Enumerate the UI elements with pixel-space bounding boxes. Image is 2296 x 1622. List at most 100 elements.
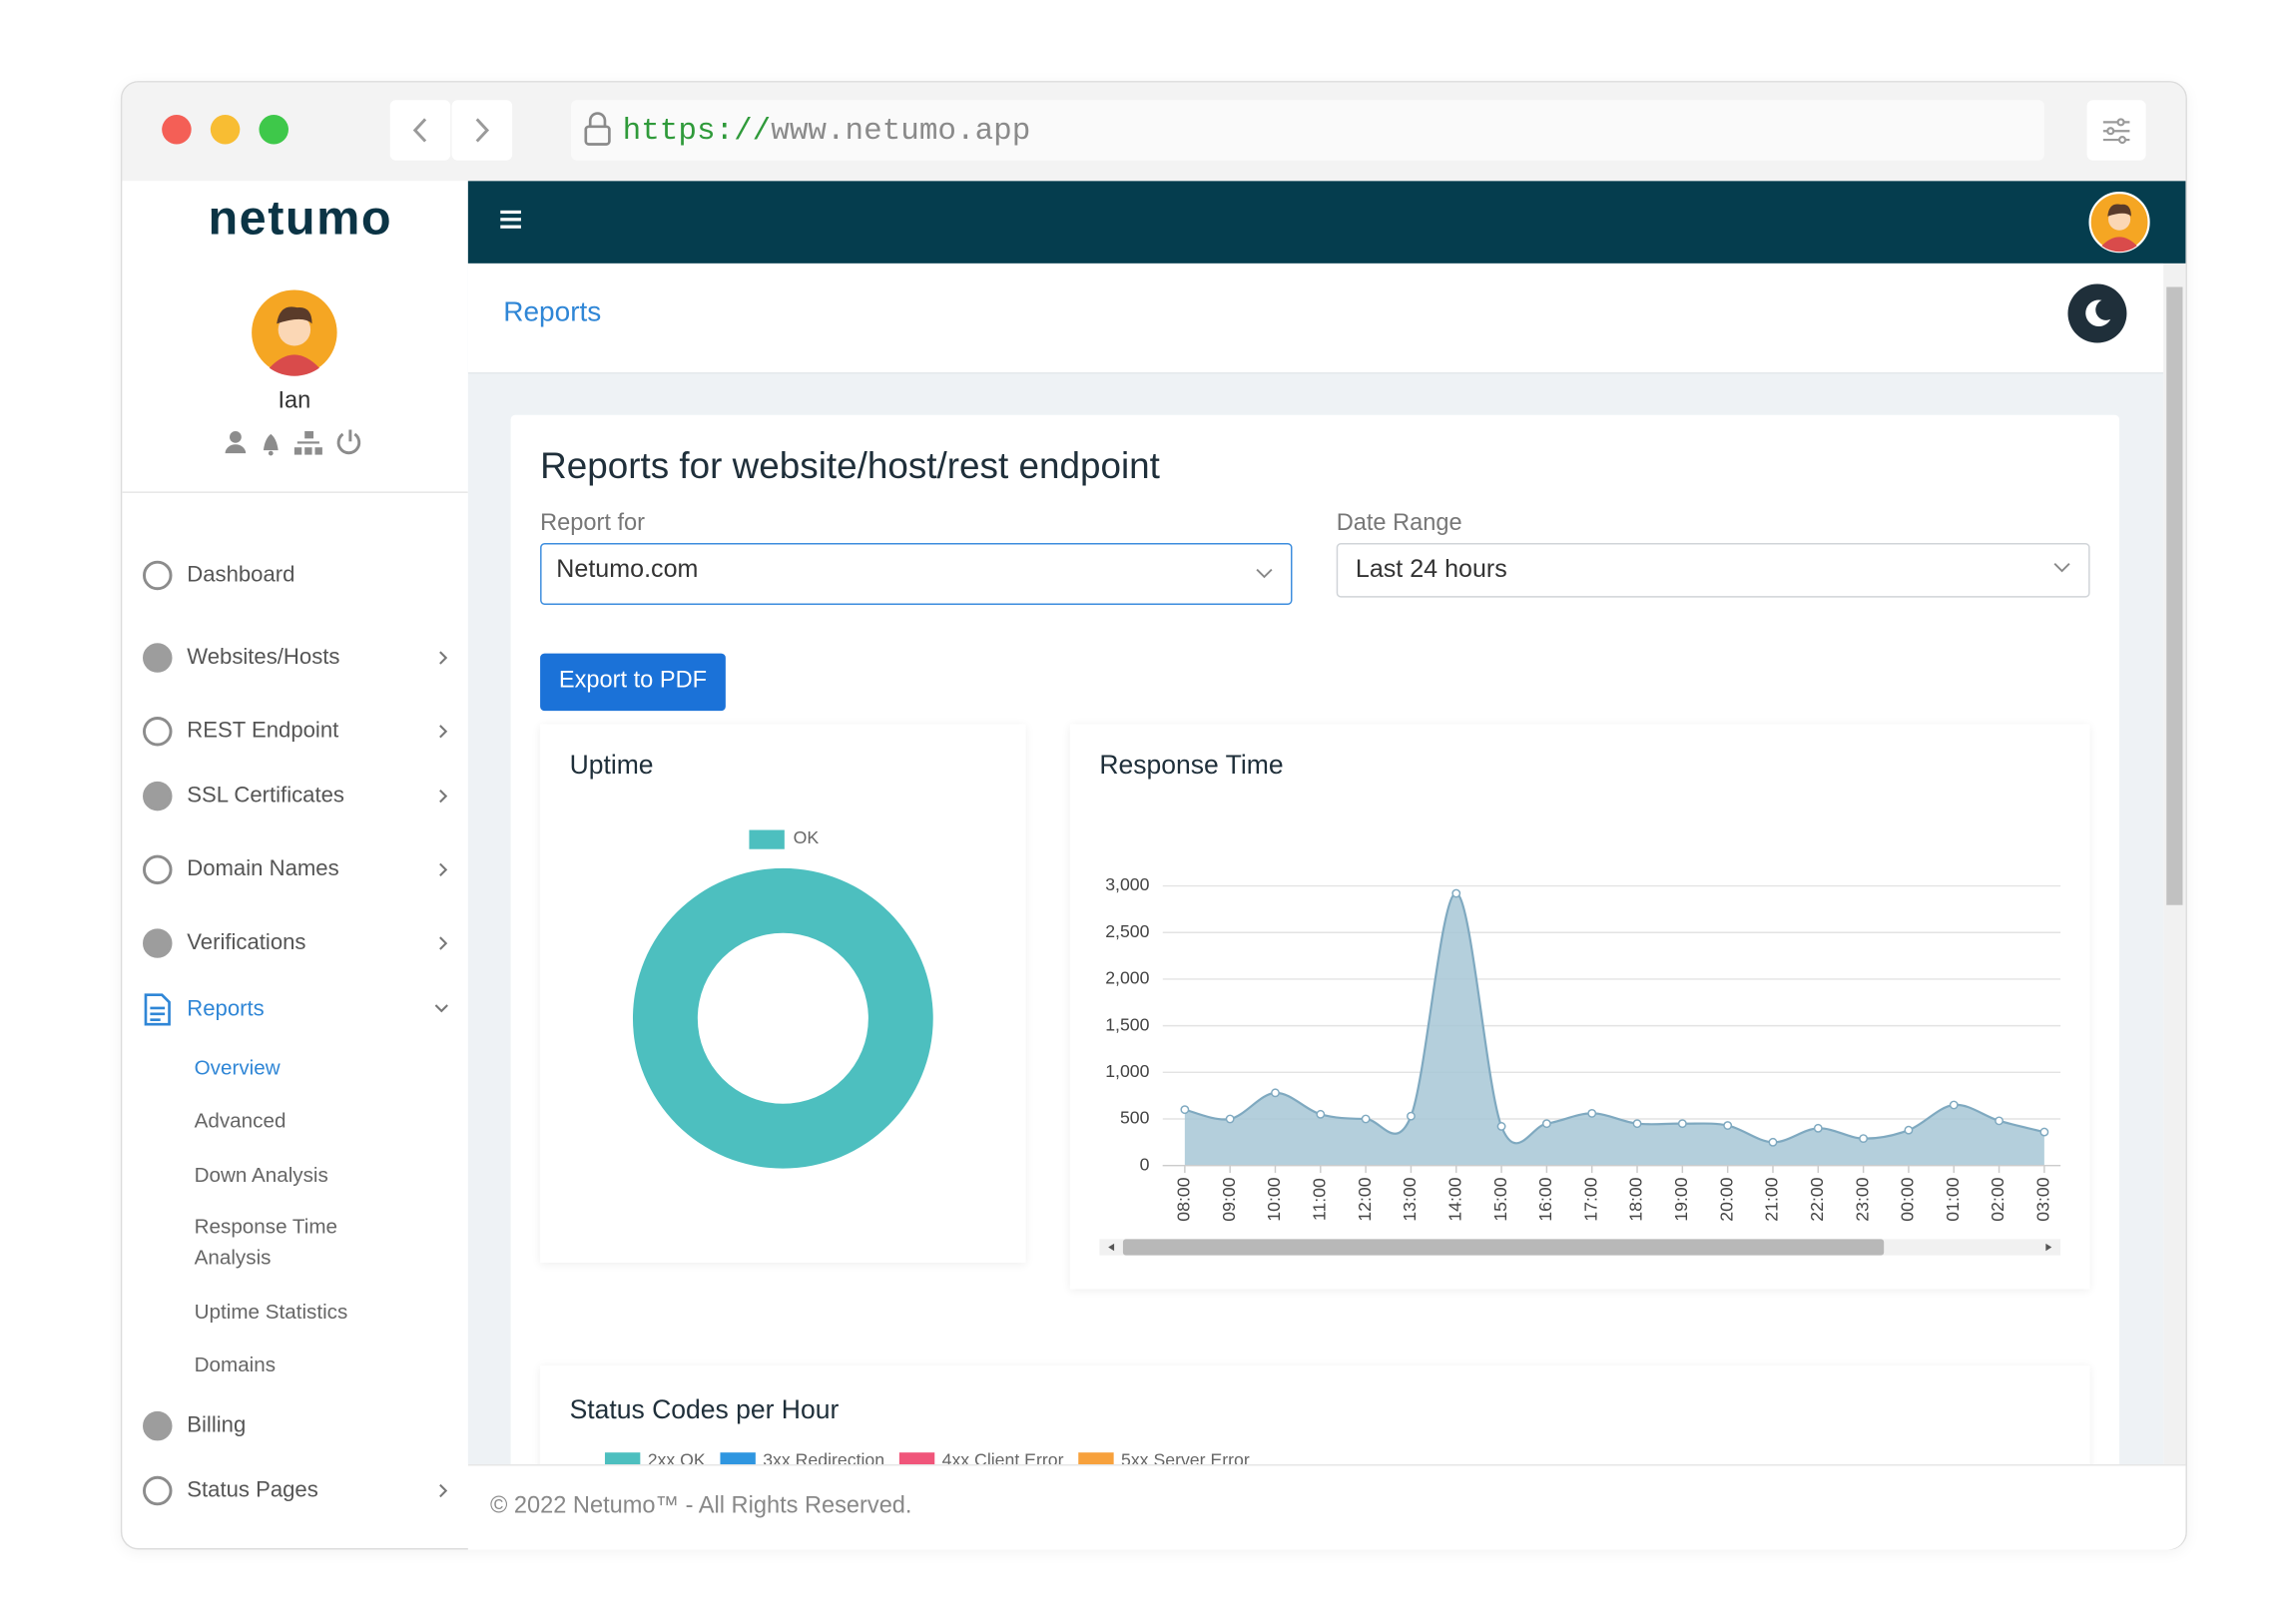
browser-chrome: https://www.netumo.app bbox=[162, 100, 2146, 161]
logout-icon[interactable] bbox=[336, 429, 361, 455]
nav-icon bbox=[143, 717, 173, 747]
breadcrumb-bar bbox=[467, 263, 2164, 374]
forward-icon bbox=[475, 118, 490, 143]
legend-label: OK bbox=[794, 827, 820, 847]
x-tick-label: 03:00 bbox=[2033, 1177, 2053, 1221]
export-button[interactable] bbox=[540, 653, 726, 712]
brand-logo[interactable]: netumo bbox=[208, 190, 393, 245]
y-tick-label: 2,500 bbox=[1105, 921, 1149, 941]
export-button-label[interactable]: Export to PDF bbox=[558, 668, 708, 694]
top-bar bbox=[467, 181, 2186, 264]
nav-chevron bbox=[434, 1004, 448, 1013]
date-range-value: Last 24 hours bbox=[1355, 554, 1507, 583]
nav-icon bbox=[143, 1410, 173, 1441]
marker bbox=[1995, 1116, 2004, 1126]
nav-chevron bbox=[439, 725, 448, 739]
legend-swatch bbox=[1078, 1452, 1114, 1464]
notifications-icon[interactable] bbox=[263, 433, 279, 456]
profile-icon[interactable] bbox=[225, 430, 247, 454]
back-button[interactable] bbox=[389, 100, 451, 161]
subnav-item[interactable]: Domains bbox=[194, 1352, 277, 1376]
dark-mode-toggle[interactable] bbox=[2067, 283, 2127, 343]
address-bar[interactable] bbox=[571, 100, 2044, 161]
sidebar-divider bbox=[122, 491, 468, 493]
marker bbox=[1587, 1108, 1597, 1118]
breadcrumb[interactable]: Reports bbox=[503, 296, 602, 328]
nav-item[interactable]: SSL Certificates bbox=[187, 783, 344, 809]
nav-item[interactable]: Dashboard bbox=[187, 562, 295, 588]
marker bbox=[1451, 888, 1461, 898]
nav-item[interactable]: Status Pages bbox=[187, 1477, 318, 1503]
nav-icon bbox=[143, 928, 173, 958]
nav-item[interactable]: Domain Names bbox=[187, 856, 339, 882]
report-for-select[interactable] bbox=[540, 543, 1293, 605]
chart-title: Uptime bbox=[570, 750, 654, 780]
marker bbox=[1677, 1119, 1687, 1129]
forward-button[interactable] bbox=[451, 100, 513, 161]
back-icon bbox=[412, 118, 427, 143]
marker bbox=[1859, 1134, 1869, 1144]
sitemap-icon[interactable] bbox=[293, 430, 322, 455]
legend-label: 2xx OK bbox=[648, 1450, 706, 1464]
subnav-item[interactable]: Uptime Statistics bbox=[194, 1299, 348, 1324]
nav-item[interactable]: Reports bbox=[187, 996, 265, 1022]
legend-label: 5xx Server Error bbox=[1121, 1450, 1250, 1464]
x-tick-label: 17:00 bbox=[1580, 1177, 1600, 1221]
close-button[interactable] bbox=[162, 115, 192, 145]
uptime-card bbox=[540, 724, 1026, 1263]
marker bbox=[1949, 1100, 1959, 1110]
footer-text: © 2022 Netumo™ - All Rights Reserved. bbox=[489, 1493, 912, 1519]
marker bbox=[1723, 1121, 1733, 1130]
x-tick-label: 01:00 bbox=[1943, 1177, 1963, 1221]
nav-chevron bbox=[439, 936, 448, 950]
x-tick-label: 13:00 bbox=[1400, 1177, 1420, 1221]
marker bbox=[1180, 1105, 1190, 1115]
page-scrollbar[interactable] bbox=[2163, 263, 2186, 1464]
pie-slice bbox=[632, 867, 933, 1169]
subnav-item[interactable]: Overview bbox=[194, 1055, 281, 1079]
x-tick-label: 15:00 bbox=[1490, 1177, 1510, 1221]
x-tick-label: 00:00 bbox=[1898, 1177, 1918, 1221]
nav-chevron bbox=[439, 1483, 448, 1498]
nav-item[interactable]: Billing bbox=[187, 1412, 247, 1438]
x-tick-label: 09:00 bbox=[1219, 1177, 1239, 1221]
nav-icon bbox=[144, 993, 171, 1026]
date-range-label: Date Range bbox=[1336, 510, 1462, 536]
nav-icon bbox=[143, 854, 173, 885]
subnav-item[interactable]: Down Analysis bbox=[194, 1162, 328, 1187]
url-scheme: https:// bbox=[623, 114, 772, 149]
nav-item[interactable]: Websites/Hosts bbox=[187, 644, 340, 670]
url-host: www.netumo.app bbox=[771, 114, 1030, 149]
x-tick-label: 08:00 bbox=[1174, 1177, 1194, 1221]
marker bbox=[1271, 1088, 1280, 1098]
marker bbox=[1904, 1125, 1914, 1135]
y-tick-label: 3,000 bbox=[1105, 874, 1149, 894]
subnav-item[interactable]: Response Time Analysis bbox=[194, 1214, 338, 1269]
top-avatar[interactable] bbox=[2088, 192, 2150, 254]
legend-label: 3xx Redirection bbox=[763, 1450, 884, 1464]
marker bbox=[1632, 1119, 1642, 1129]
user-panel: Ian bbox=[225, 289, 361, 456]
x-tick-label: 10:00 bbox=[1264, 1177, 1284, 1221]
marker bbox=[1407, 1111, 1416, 1121]
page-scrollbar-thumb[interactable] bbox=[2166, 286, 2183, 905]
nav-item[interactable]: REST Endpoint bbox=[187, 718, 339, 744]
chart-title: Status Codes per Hour bbox=[570, 1394, 840, 1424]
legend-swatch bbox=[604, 1452, 641, 1464]
minimize-button[interactable] bbox=[210, 115, 241, 145]
maximize-button[interactable] bbox=[259, 115, 288, 145]
content: Reports Reports for website/host/rest en… bbox=[467, 263, 2164, 1464]
status-card bbox=[540, 1365, 2090, 1464]
x-tick-label: 14:00 bbox=[1444, 1177, 1464, 1221]
nav-item[interactable]: Verifications bbox=[187, 929, 306, 955]
subnav-item[interactable]: Advanced bbox=[194, 1108, 287, 1132]
chart-scrollbar[interactable] bbox=[1099, 1239, 2061, 1256]
nav-chevron bbox=[439, 790, 448, 804]
legend-swatch bbox=[749, 829, 785, 849]
user-avatar[interactable] bbox=[252, 289, 337, 376]
date-range-select[interactable] bbox=[1336, 543, 2090, 598]
nav-icon bbox=[143, 781, 173, 811]
menu-toggle[interactable] bbox=[500, 210, 521, 229]
x-tick-label: 02:00 bbox=[1988, 1177, 2008, 1221]
